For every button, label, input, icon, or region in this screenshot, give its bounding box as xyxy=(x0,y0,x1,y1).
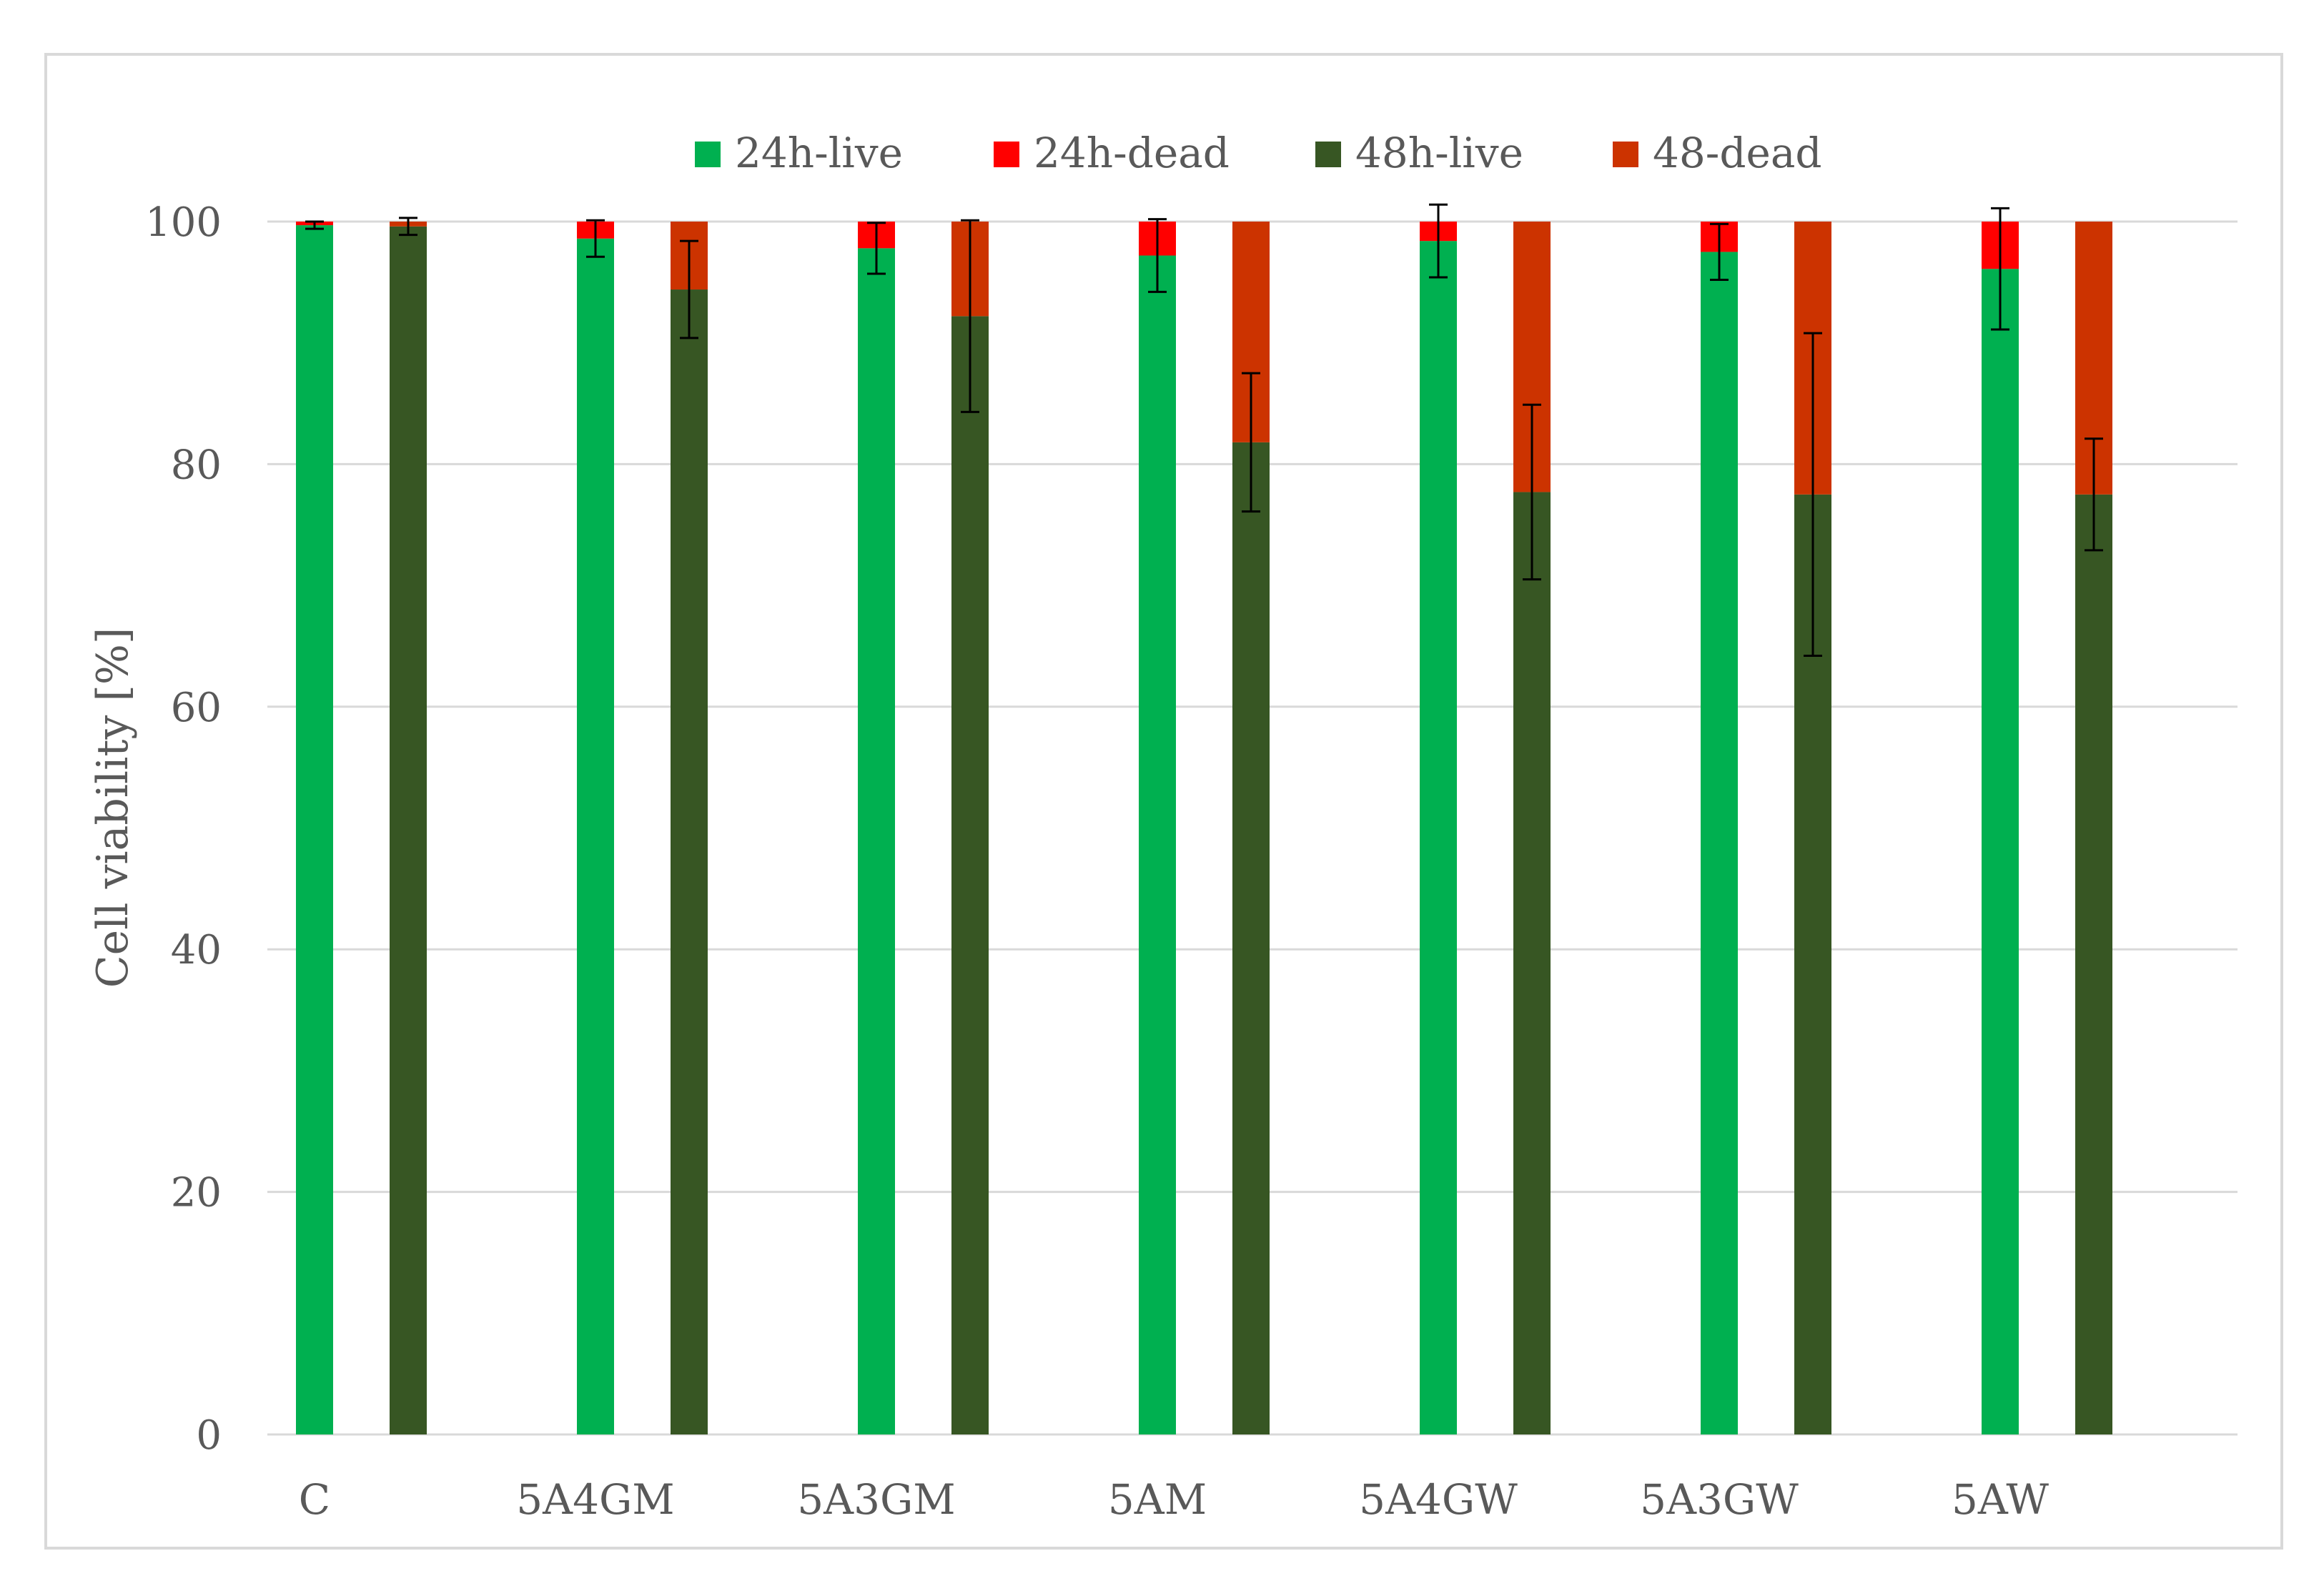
x-tick-label: 5A4GM xyxy=(516,1475,674,1524)
y-tick-label: 100 xyxy=(145,199,222,246)
legend-label: 24h-live xyxy=(735,129,903,177)
legend-swatch xyxy=(1315,142,1341,167)
y-tick-label: 20 xyxy=(171,1170,222,1216)
x-tick-label: 5AM xyxy=(1108,1475,1207,1524)
x-axis-tick-labels: C 5A4GM 5A3GM 5AM 5A4GW 5A3GW 5AW xyxy=(299,1475,2049,1524)
bar-segment xyxy=(1139,255,1176,1434)
bar-segment xyxy=(858,248,895,1435)
legend-swatch xyxy=(695,142,721,167)
x-tick-label: C xyxy=(299,1475,330,1524)
y-axis-label: Cell viability [%] xyxy=(88,628,138,988)
x-tick-label: 5AW xyxy=(1952,1475,2049,1524)
x-tick-label: 5A3GW xyxy=(1640,1475,1799,1524)
bar-segment xyxy=(1982,269,2019,1435)
legend-label: 48h-live xyxy=(1355,129,1523,177)
x-tick-label: 5A3GM xyxy=(797,1475,955,1524)
bars xyxy=(296,222,2112,1435)
y-axis-tick-labels: 0 20 40 60 80 100 xyxy=(145,199,222,1459)
legend-swatch xyxy=(1613,142,1638,167)
legend: 24h-live 24h-dead 48h-live 48-dead xyxy=(695,129,1822,177)
y-tick-label: 0 xyxy=(196,1412,222,1459)
legend-swatch xyxy=(994,142,1019,167)
bar-segment xyxy=(2075,494,2112,1435)
x-tick-label: 5A4GW xyxy=(1359,1475,1518,1524)
bar-segment xyxy=(1701,252,1738,1434)
error-bars xyxy=(305,203,2103,658)
bar-segment xyxy=(671,289,708,1435)
bar-segment xyxy=(951,316,989,1435)
y-tick-label: 60 xyxy=(171,685,222,731)
bar-segment xyxy=(1420,241,1457,1435)
y-tick-label: 40 xyxy=(171,927,222,973)
bar-segment xyxy=(577,238,614,1434)
bar-segment xyxy=(296,225,333,1434)
bar-segment xyxy=(1513,492,1551,1434)
legend-label: 48-dead xyxy=(1653,129,1822,177)
bar-segment xyxy=(1232,442,1270,1434)
bar-segment xyxy=(390,226,427,1435)
y-tick-label: 80 xyxy=(171,442,222,488)
legend-label: 24h-dead xyxy=(1034,129,1230,177)
